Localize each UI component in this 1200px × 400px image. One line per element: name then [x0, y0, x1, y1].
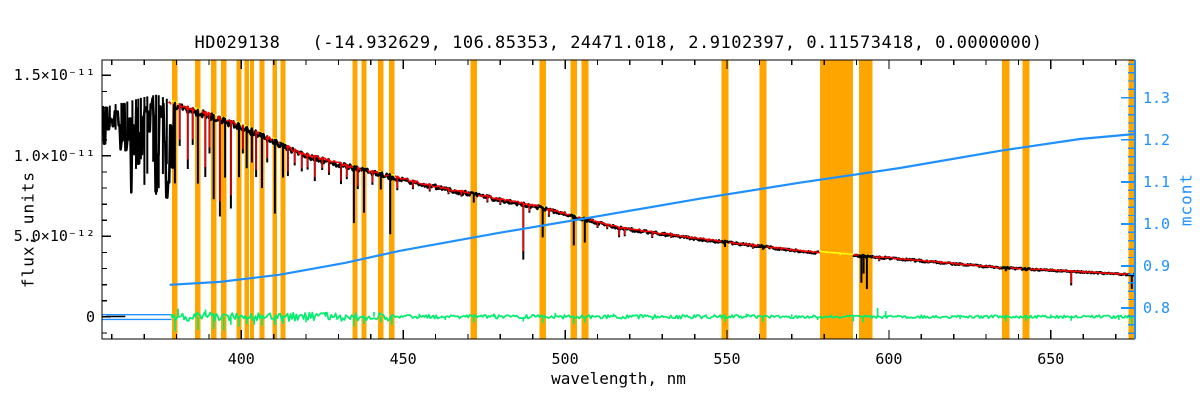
y-right-tick-label-0.9: 0.9 — [1143, 256, 1171, 275]
y-right-tick-label-1: 1.0 — [1143, 214, 1171, 233]
x-tick-label-500: 500 — [551, 350, 579, 368]
x-tick-label-650: 650 — [1037, 350, 1065, 368]
y-right-tick-label-1.2: 1.2 — [1143, 130, 1171, 149]
y-left-tick-label-10: 1.0×10⁻¹¹ — [13, 146, 95, 165]
y-right-tick-label-0.8: 0.8 — [1143, 298, 1171, 317]
y-left-tick-label-5: 5.0×10⁻¹² — [13, 227, 95, 246]
y-left-tick-label-15: 1.5×10⁻¹¹ — [13, 66, 95, 85]
x-tick-label-600: 600 — [875, 350, 903, 368]
x-tick-label-550: 550 — [713, 350, 741, 368]
y-left-tick-label-0: 0 — [85, 307, 95, 326]
y-right-tick-label-1.3: 1.3 — [1143, 88, 1171, 107]
y-right-tick-label-1.1: 1.1 — [1143, 172, 1171, 191]
x-axis-label: wavelength, nm — [551, 369, 686, 388]
x-tick-label-400: 400 — [227, 350, 255, 368]
x-tick-label-450: 450 — [389, 350, 417, 368]
y-axis-right-label: mcont — [1176, 172, 1196, 227]
plot-title: HD029138 (-14.932629, 106.85353, 24471.0… — [194, 33, 1043, 53]
